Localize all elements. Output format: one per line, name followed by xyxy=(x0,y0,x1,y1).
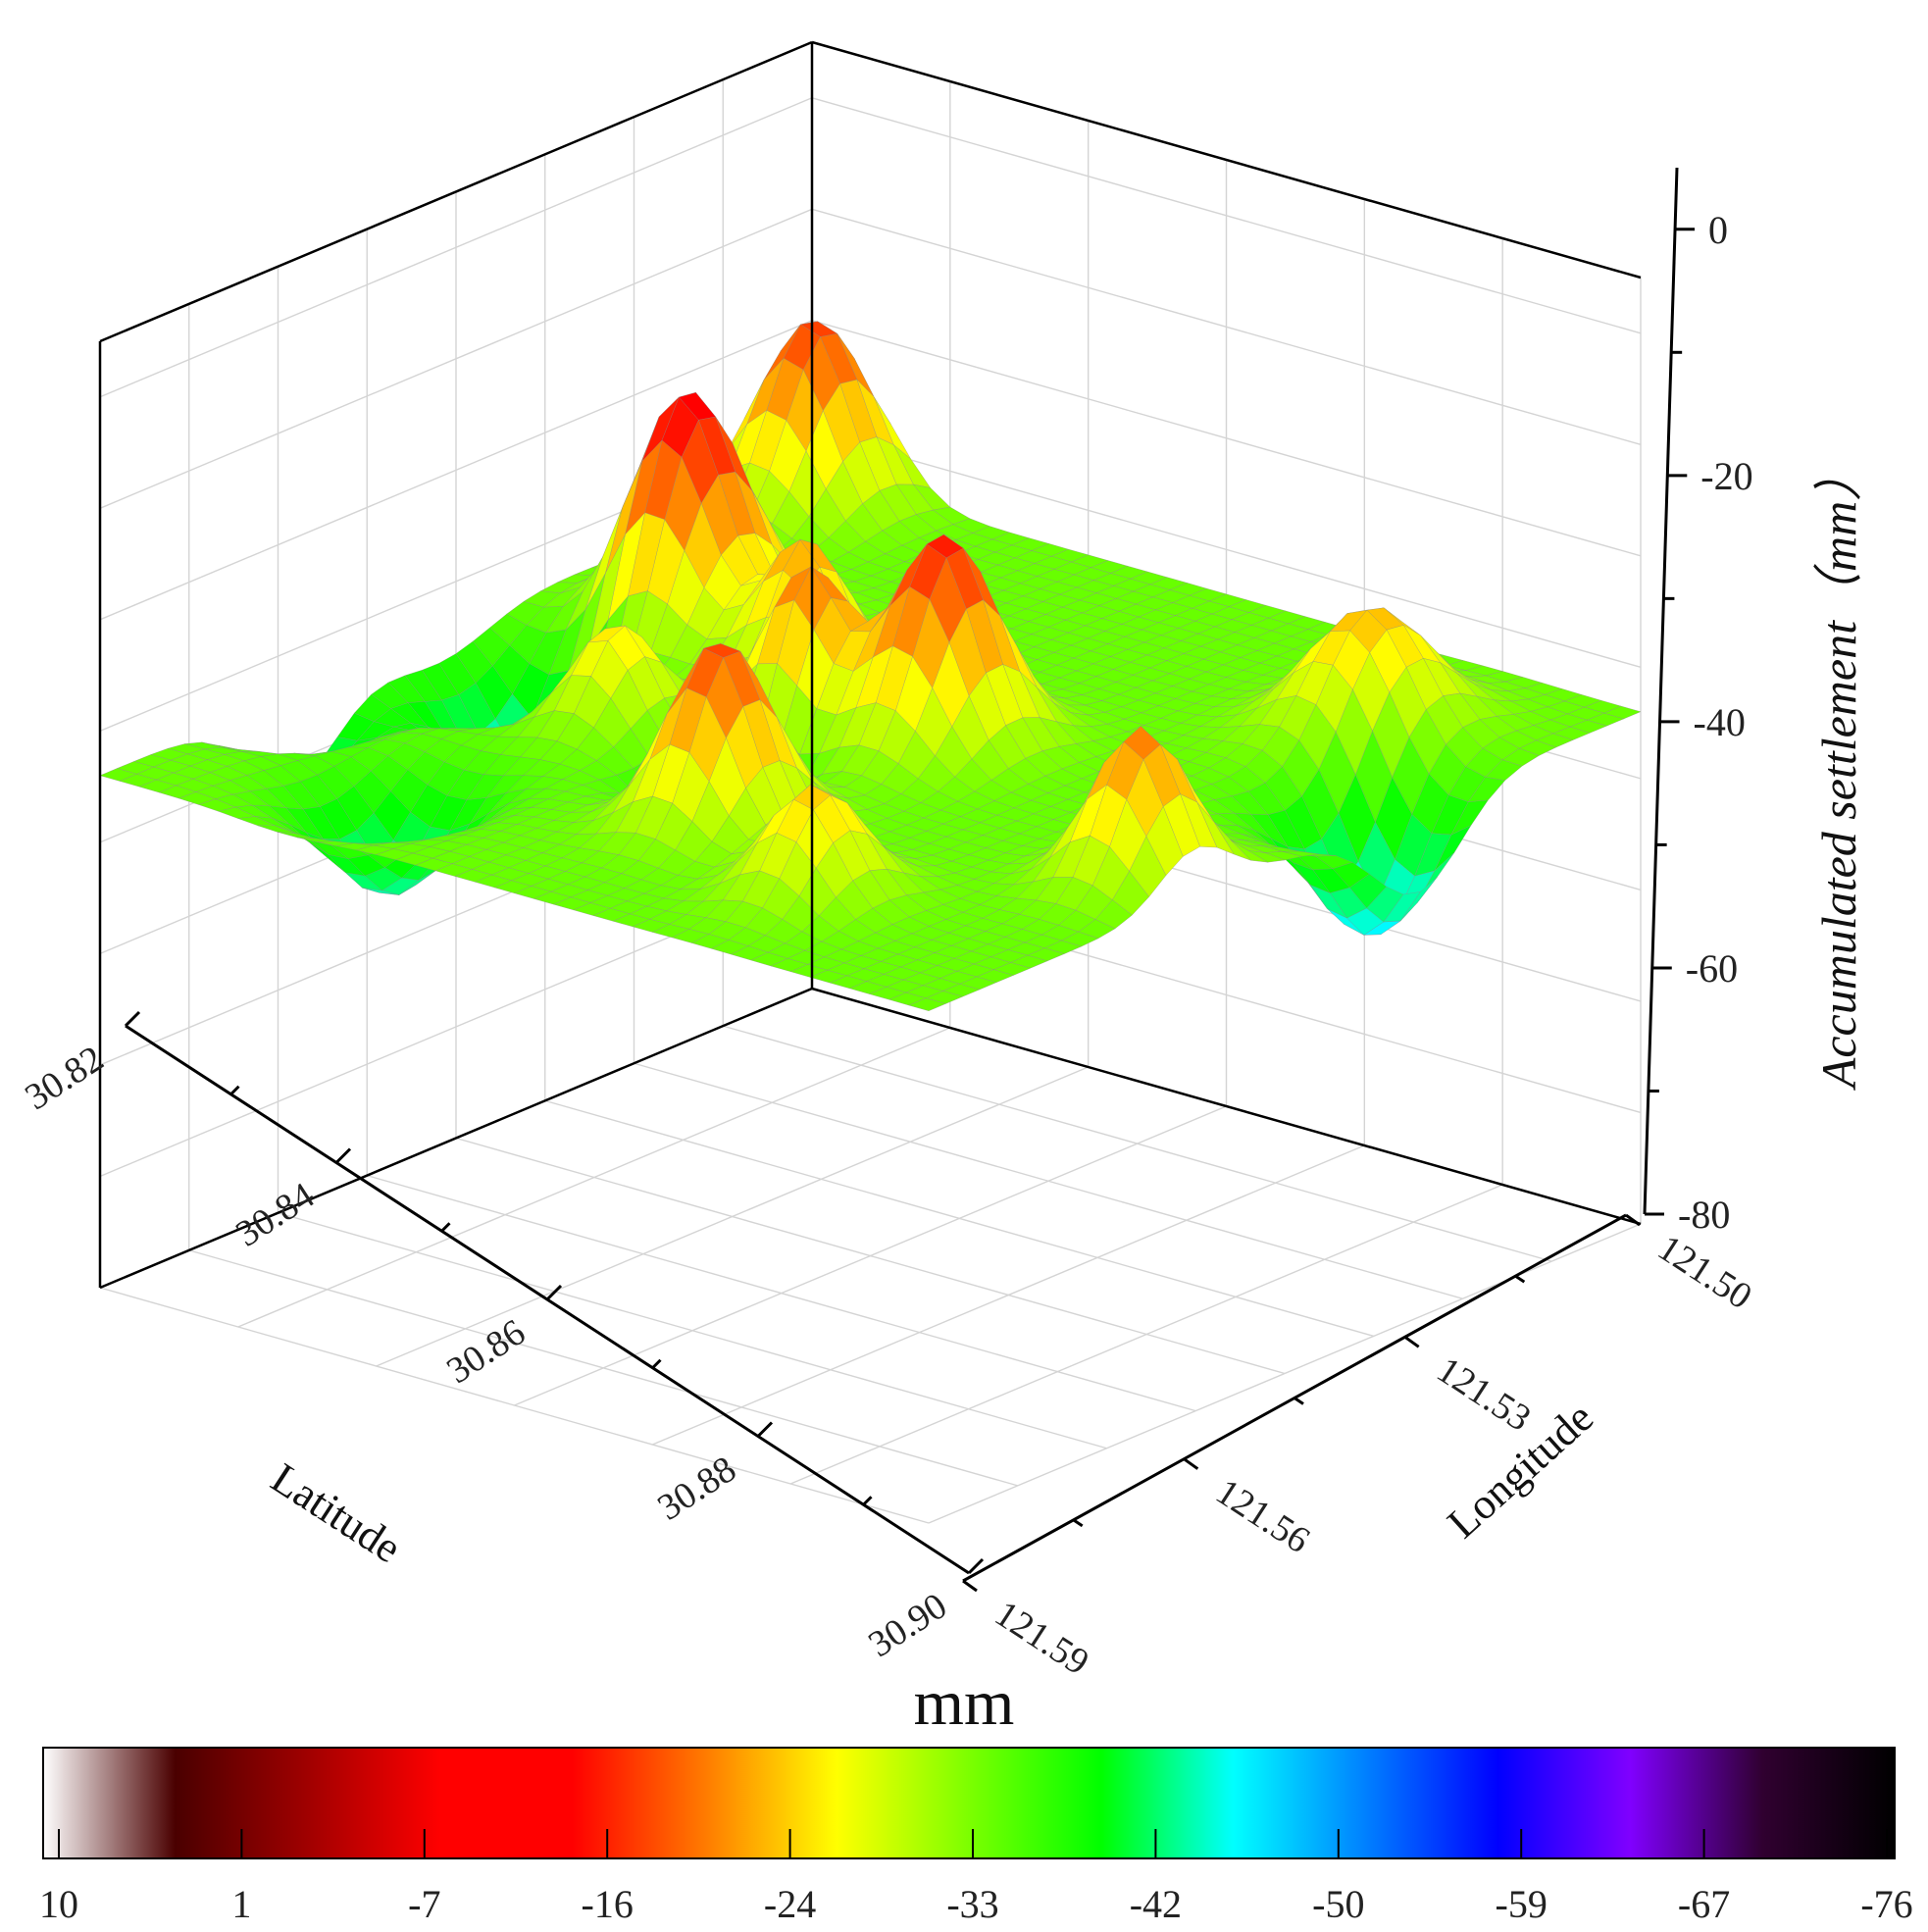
latitude-tick-label: 30.88 xyxy=(650,1449,743,1529)
z-axis-label: Accumulated settlement（mm） xyxy=(1811,452,1866,1091)
surface-patch xyxy=(908,997,947,1012)
wall-grid-line xyxy=(99,320,813,621)
colorbar-tick-label: 1 xyxy=(231,1882,251,1926)
longitude-tick-label: 121.50 xyxy=(1650,1227,1759,1317)
latitude-tick-label: 30.90 xyxy=(861,1585,954,1665)
latitude-tick-label: 30.86 xyxy=(439,1311,533,1392)
longitude-minor-tick xyxy=(1072,1518,1084,1528)
floor-grid-line xyxy=(652,1144,1365,1446)
longitude-tick-label: 121.53 xyxy=(1430,1349,1539,1440)
latitude-tick-mark xyxy=(334,1147,352,1164)
colorbar-tick-label: -67 xyxy=(1678,1882,1730,1926)
latitude-tick-mark xyxy=(756,1421,774,1438)
z-tick-label: 0 xyxy=(1708,208,1728,252)
longitude-tick-mark xyxy=(1625,1213,1641,1227)
frame-edge xyxy=(99,40,813,343)
x-axis-label: Latitude xyxy=(263,1453,410,1572)
latitude-tick-label: 30.82 xyxy=(18,1038,111,1118)
longitude-tick-label: 121.56 xyxy=(1208,1471,1317,1561)
longitude-minor-tick xyxy=(1294,1397,1304,1405)
settlement-surface xyxy=(99,321,1642,1012)
latitude-minor-tick xyxy=(862,1496,873,1506)
colorbar-gradient xyxy=(42,1747,1896,1859)
latitude-tick-mark xyxy=(967,1557,985,1575)
floor-grid-line xyxy=(789,1184,1503,1485)
frame-edge xyxy=(99,987,813,1290)
wall-grid-line xyxy=(811,320,1642,557)
floor-grid-line xyxy=(237,1027,951,1328)
frame-edge xyxy=(811,987,1642,1226)
colorbar-tick-label: -16 xyxy=(582,1882,634,1926)
colorbar-tick-label: -7 xyxy=(408,1882,440,1926)
colorbar-tick-label: -50 xyxy=(1312,1882,1364,1926)
wall-grid-line xyxy=(811,431,1642,669)
longitude-minor-tick xyxy=(1514,1274,1526,1284)
z-tick-label: -20 xyxy=(1700,454,1752,498)
latitude-minor-tick xyxy=(229,1085,240,1095)
wall-grid-line xyxy=(99,208,813,509)
z-axis-line xyxy=(1643,167,1679,1215)
frame-edge xyxy=(811,40,1642,280)
floor-grid-line xyxy=(376,1066,1089,1367)
wall-grid-line xyxy=(811,208,1642,445)
z-tick-label: -60 xyxy=(1686,946,1738,991)
z-tick-label: -40 xyxy=(1694,700,1746,744)
latitude-tick-label: 30.84 xyxy=(228,1175,322,1255)
floor-grid-line xyxy=(514,1105,1227,1406)
colorbar-tick-label: 10 xyxy=(39,1882,78,1926)
colorbar: mm 10 1 -7 -16 -24 -33 -42 -50 -59 -67 -76 xyxy=(39,1667,1913,1926)
wall-grid-line xyxy=(811,97,1642,334)
z-tick-label: -80 xyxy=(1678,1193,1730,1237)
longitude-tick-mark xyxy=(962,1579,978,1593)
latitude-tick-mark xyxy=(124,1010,141,1028)
colorbar-tick-label: -24 xyxy=(764,1882,816,1926)
wall-grid-line xyxy=(99,97,813,398)
latitude-tick-mark xyxy=(545,1284,563,1301)
colorbar-tick-label: -76 xyxy=(1860,1882,1912,1926)
colorbar-tick-label: -33 xyxy=(946,1882,998,1926)
longitude-tick-mark xyxy=(1403,1336,1420,1348)
latitude-minor-tick xyxy=(440,1222,451,1233)
latitude-minor-tick xyxy=(651,1358,662,1369)
colorbar-tick-label: -59 xyxy=(1496,1882,1547,1926)
longitude-tick-mark xyxy=(1183,1457,1199,1470)
colorbar-tick-label: -42 xyxy=(1130,1882,1182,1926)
colorbar-title: mm xyxy=(914,1667,1015,1739)
